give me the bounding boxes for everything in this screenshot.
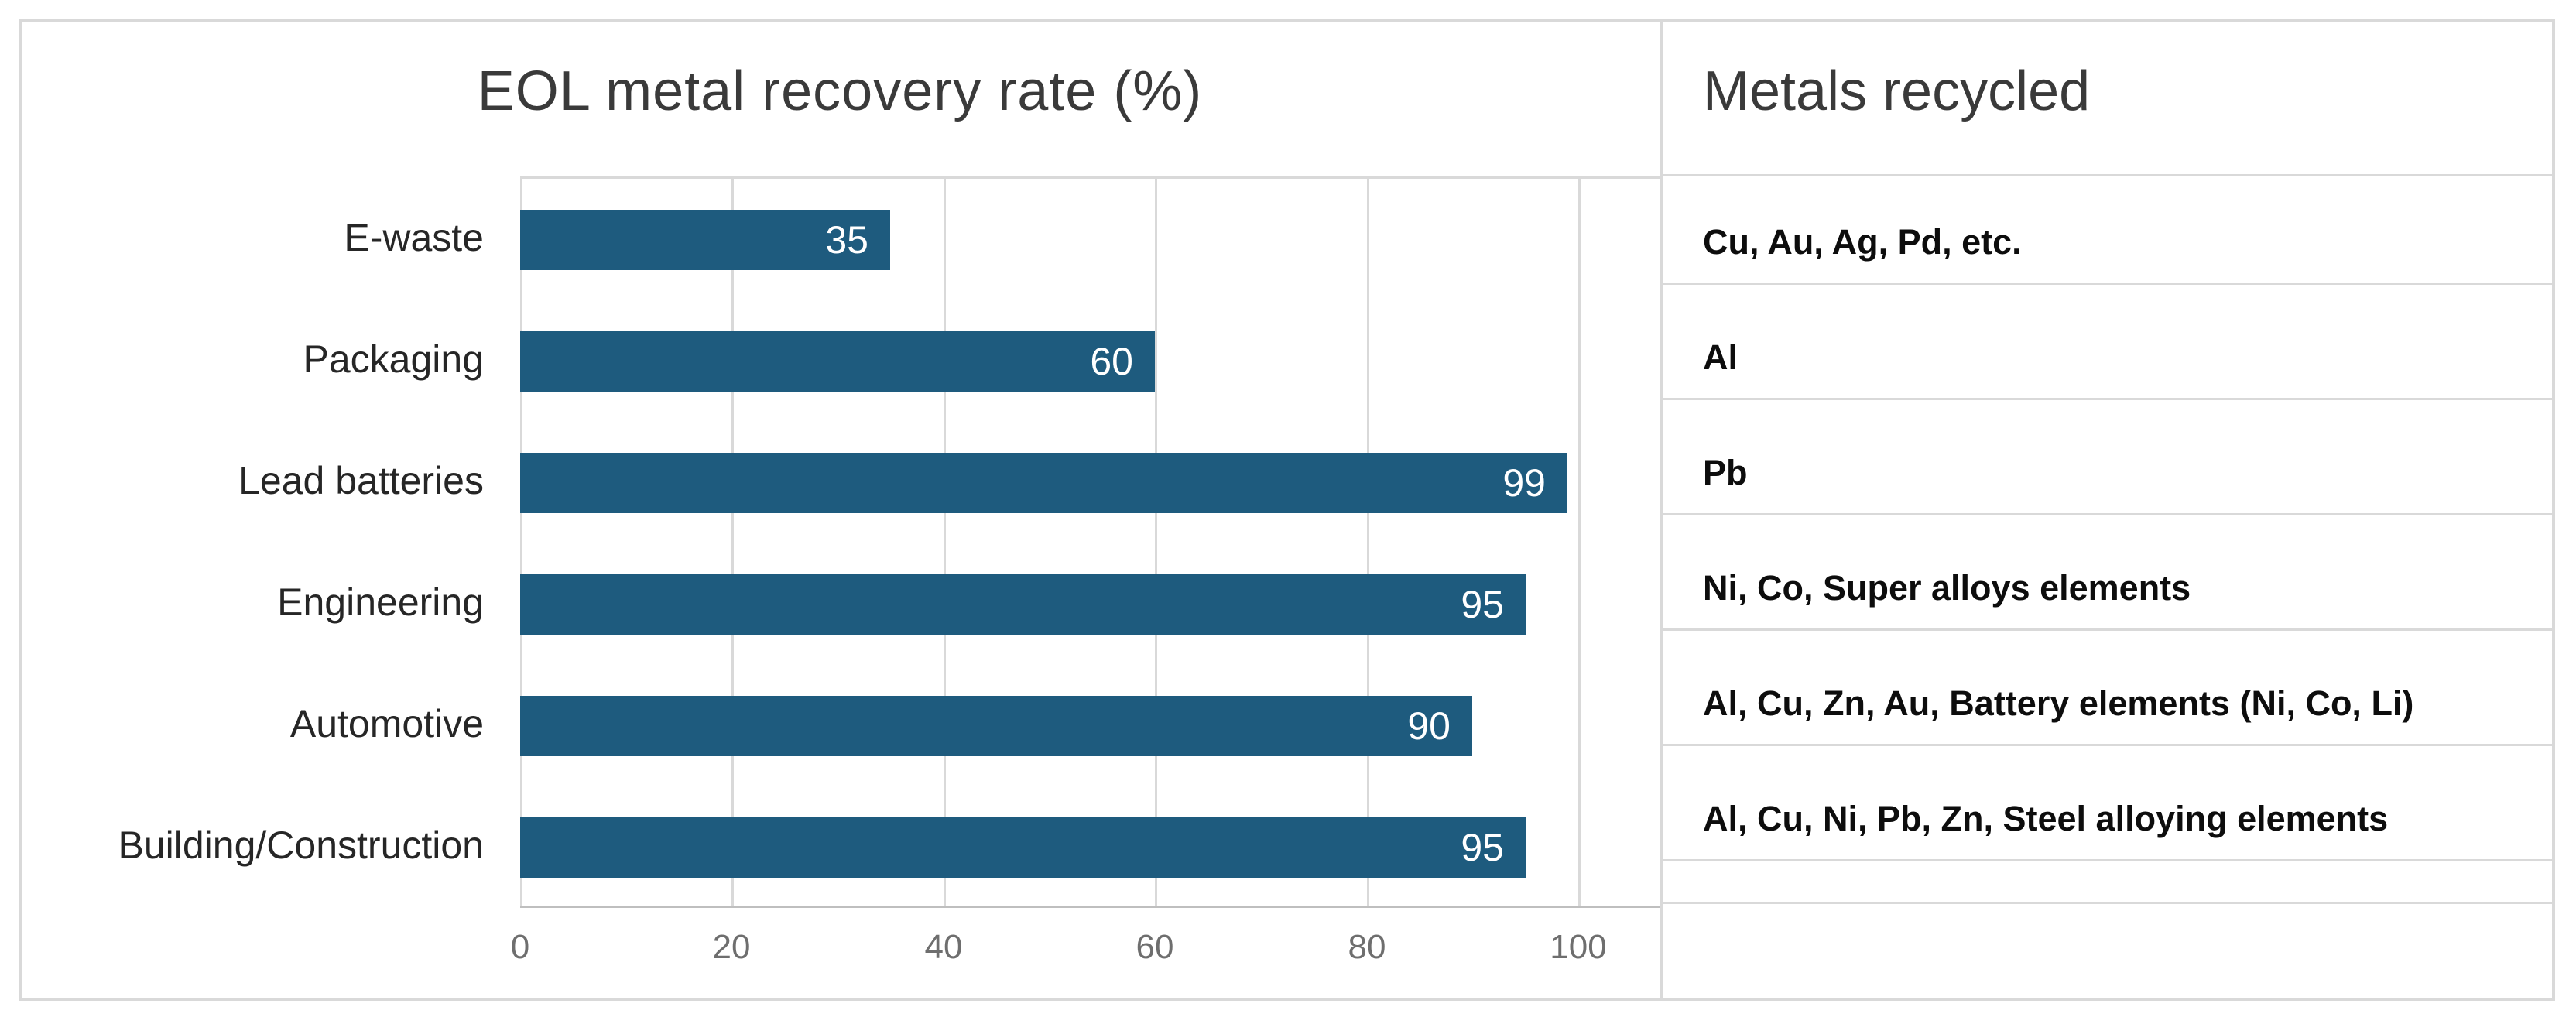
bar-packaging: 60 [520, 330, 1155, 392]
bar-rows: 35 60 99 95 90 [520, 179, 1663, 908]
category-label-lead-batteries: Lead batteries [238, 458, 484, 502]
metals-header-row-border [1663, 19, 2552, 176]
gridline-0 [520, 179, 522, 908]
category-label-engineering: Engineering [277, 580, 484, 624]
gridline-100 [1578, 179, 1581, 908]
metals-row-text: Al, Cu, Zn, Au, Battery elements (Ni, Co… [1703, 683, 2414, 723]
category-label-building-construction: Building/Construction [118, 823, 485, 867]
gridline-60 [1155, 179, 1157, 908]
metals-row-automotive: Al, Cu, Zn, Au, Battery elements (Ni, Co… [1663, 631, 2552, 746]
bar-building-construction: 95 [520, 817, 1526, 878]
gridline-40 [944, 179, 946, 908]
category-label-packaging: Packaging [303, 337, 485, 381]
bar-value-label: 35 [825, 217, 868, 262]
x-axis-ticks: 0 20 40 60 80 100 [511, 926, 1663, 969]
chart-title: EOL metal recovery rate (%) [477, 60, 1203, 122]
metals-row-text: Al, Cu, Ni, Pb, Zn, Steel alloying eleme… [1703, 799, 2389, 838]
metals-row-text: Al [1703, 337, 1738, 377]
metals-row-text: Pb [1703, 453, 1748, 492]
category-label-e-waste: E-waste [344, 215, 484, 259]
metals-empty-row-border [1663, 861, 2552, 904]
x-tick-60: 60 [1136, 928, 1174, 966]
category-axis-labels: E-waste Packaging Lead batteries Enginee… [19, 176, 485, 906]
bar-e-waste: 35 [520, 209, 890, 270]
bar-automotive: 90 [520, 695, 1472, 756]
metals-recycled-header: Metals recycled [1703, 60, 2091, 122]
bar-value-label: 95 [1461, 825, 1504, 869]
x-tick-20: 20 [712, 928, 751, 966]
x-tick-80: 80 [1348, 928, 1386, 966]
gridline-80 [1367, 179, 1369, 908]
bar-value-label: 95 [1461, 582, 1504, 626]
panel-divider-line [1660, 19, 1663, 1001]
metals-row-text: Cu, Au, Ag, Pd, etc. [1703, 222, 2022, 262]
metals-row-packaging: Al [1663, 285, 2552, 400]
category-label-automotive: Automotive [289, 701, 484, 745]
metals-table: Cu, Au, Ag, Pd, etc. Al Pb Ni, Co, Super… [1663, 176, 2552, 861]
metals-row-engineering: Ni, Co, Super alloys elements [1663, 515, 2552, 631]
metals-row-lead-batteries: Pb [1663, 400, 2552, 515]
bar-lead-batteries: 99 [520, 452, 1567, 513]
x-tick-100: 100 [1550, 928, 1607, 966]
x-tick-40: 40 [924, 928, 963, 966]
bar-value-label: 60 [1090, 339, 1133, 383]
bar-value-label: 90 [1407, 704, 1451, 748]
metals-row-text: Ni, Co, Super alloys elements [1703, 568, 2191, 608]
bar-value-label: 99 [1502, 461, 1546, 505]
plot-area: 35 60 99 95 90 [520, 176, 1663, 908]
gridline-20 [731, 179, 734, 908]
bar-engineering: 95 [520, 574, 1526, 635]
x-axis-line [520, 906, 1663, 908]
x-tick-0: 0 [510, 928, 530, 966]
metals-row-building-construction: Al, Cu, Ni, Pb, Zn, Steel alloying eleme… [1663, 746, 2552, 861]
metals-row-e-waste: Cu, Au, Ag, Pd, etc. [1663, 176, 2552, 285]
